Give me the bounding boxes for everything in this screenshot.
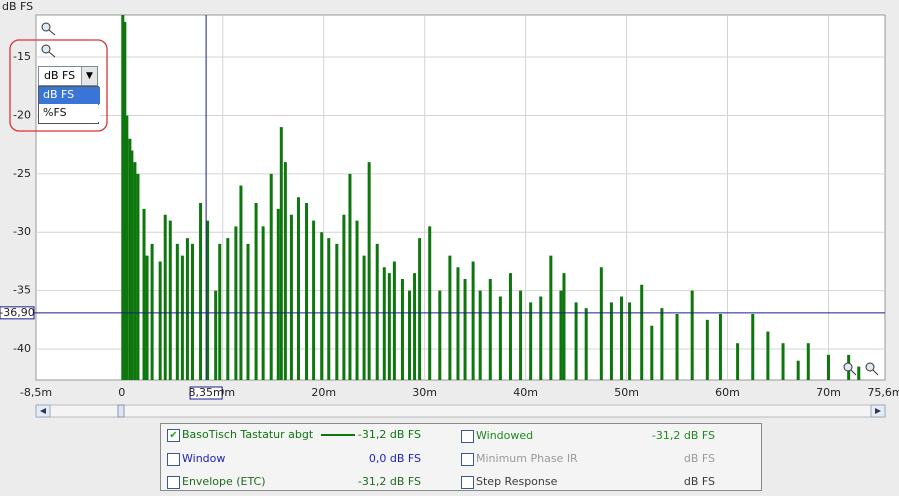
legend-name[interactable]: Windowed: [476, 429, 534, 442]
checkbox[interactable]: [167, 476, 180, 489]
cursor-x-box: [189, 386, 223, 400]
checkbox[interactable]: [461, 476, 474, 489]
dropdown-arrow[interactable]: ▼: [81, 67, 97, 85]
x-tick-label: -8,5m: [20, 386, 52, 399]
y-tick-label: -20: [13, 108, 31, 121]
legend-value: 0,0 dB FS: [368, 452, 421, 465]
legend-swatch: [321, 434, 355, 436]
legend-value: dB FS: [683, 452, 715, 465]
x-tick-label: 0: [118, 386, 125, 399]
unit-dropdown[interactable]: dB FS ▼: [38, 66, 98, 86]
checkbox[interactable]: [461, 453, 474, 466]
cursor-x-label: 8,35m: [188, 386, 223, 399]
checkbox[interactable]: [461, 430, 474, 443]
legend-value: -31,2 dB FS: [357, 475, 421, 488]
legend-name[interactable]: Step Response: [476, 475, 558, 488]
legend-name[interactable]: Window: [182, 452, 226, 465]
y-tick-label: -30: [13, 225, 31, 238]
cursor-y-box: [0, 306, 35, 320]
checkbox[interactable]: ✔: [167, 429, 180, 442]
x-tick-label: 30m: [412, 386, 437, 399]
dropdown-option[interactable]: dB FS: [39, 87, 100, 104]
checkbox[interactable]: [167, 453, 180, 466]
chart: dB FS -15-20-25-30-35-40-8,5m 0 10m 20m 30m 4…: [0, 0, 899, 418]
x-tick-label: 40m: [513, 386, 538, 399]
x-tick-label: 75,6m: [867, 386, 899, 399]
cursor-y-label: -36,90: [0, 306, 35, 319]
scrollbar[interactable]: [35, 404, 886, 418]
plot-area: [35, 14, 886, 381]
dropdown-list: dB FS %FS: [38, 86, 100, 124]
y-tick-label: -40: [13, 342, 31, 355]
y-axis-unit: dB FS: [2, 0, 33, 13]
y-tick-label: -15: [13, 50, 31, 63]
legend-name[interactable]: Minimum Phase IR: [476, 452, 578, 465]
legend-value: -31,2 dB FS: [651, 429, 715, 442]
zoom-icons[interactable]: [41, 22, 879, 376]
dropdown-value: dB FS: [44, 69, 76, 82]
x-tick-label: 60m: [715, 386, 740, 399]
x-tick-label: 70m: [816, 386, 841, 399]
legend-name[interactable]: BasoTisch Tastatur abgt: [182, 428, 314, 441]
highlight-box: [9, 39, 108, 132]
y-tick-label: -25: [13, 167, 31, 180]
legend-value: dB FS: [683, 475, 715, 488]
legend-value: -31,2 dB FS: [357, 428, 421, 441]
legend-name[interactable]: Envelope (ETC): [182, 475, 266, 488]
x-tick-label: 20m: [311, 386, 336, 399]
y-tick-label: -35: [13, 284, 31, 297]
dropdown-option[interactable]: %FS: [39, 105, 100, 122]
legend-panel: ✔ BasoTisch Tastatur abgt -31,2 dB FS Windo…: [160, 423, 762, 491]
x-tick-label: 50m: [614, 386, 639, 399]
